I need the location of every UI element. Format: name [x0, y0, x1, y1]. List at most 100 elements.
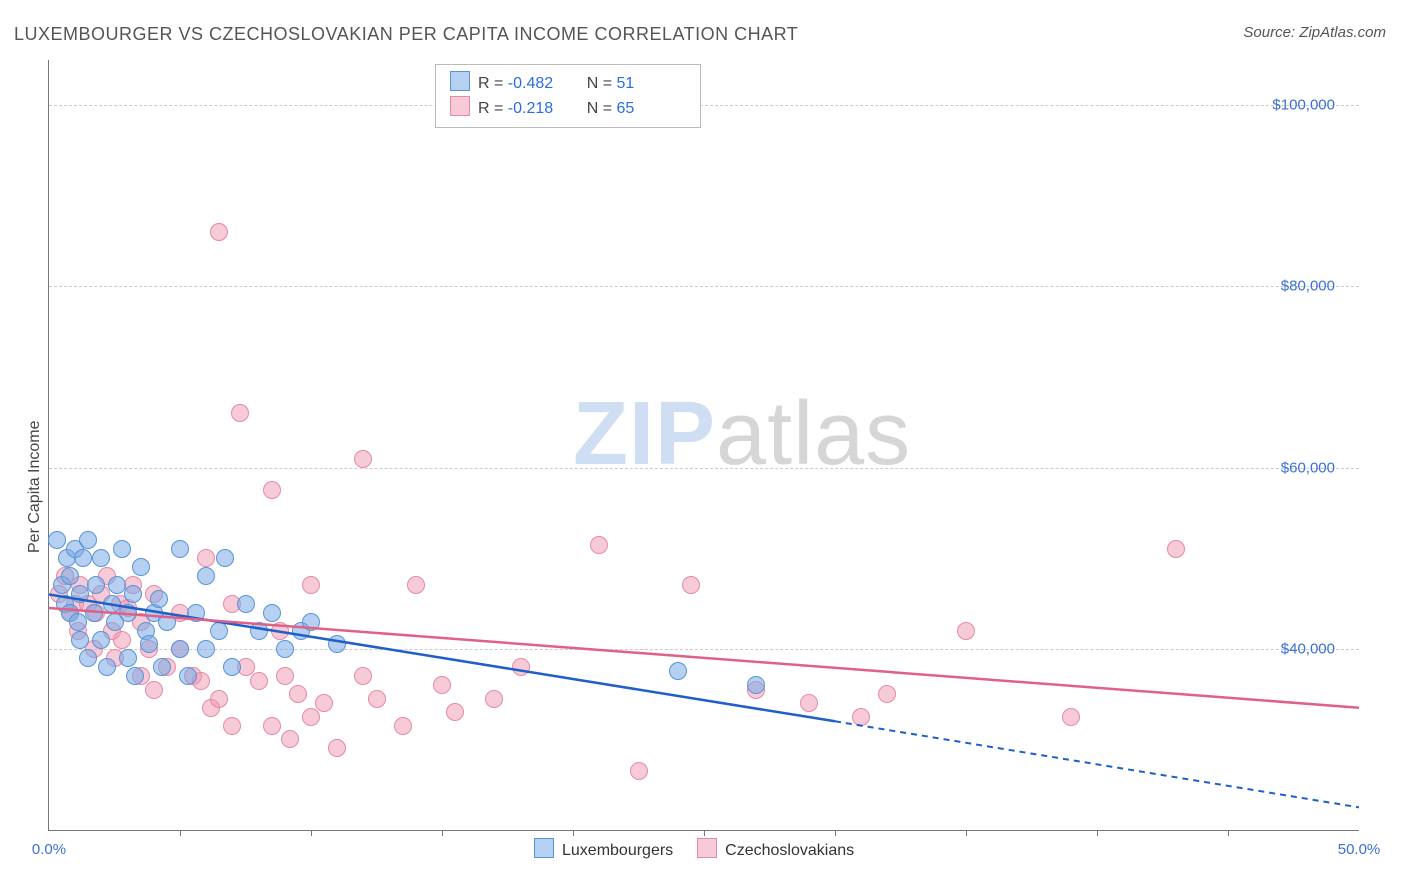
scatter-point [263, 717, 281, 735]
scatter-point [61, 567, 79, 585]
legend-swatch [534, 838, 554, 858]
scatter-point [124, 585, 142, 603]
x-tick-mark [966, 830, 967, 836]
scatter-point [512, 658, 530, 676]
x-min-label: 0.0% [32, 841, 66, 858]
legend-n-label: N = [587, 75, 612, 92]
scatter-point [145, 681, 163, 699]
series-legend-label: Luxembourgers [562, 842, 673, 859]
scatter-point [669, 662, 687, 680]
scatter-point [87, 576, 105, 594]
scatter-point [328, 635, 346, 653]
scatter-point [354, 450, 372, 468]
scatter-point [171, 540, 189, 558]
scatter-point [126, 667, 144, 685]
source-label: Source: ZipAtlas.com [1243, 24, 1386, 41]
scatter-point [85, 604, 103, 622]
scatter-point [74, 549, 92, 567]
scatter-point [747, 676, 765, 694]
x-tick-mark [704, 830, 705, 836]
source-prefix: Source: [1243, 24, 1299, 41]
scatter-point [263, 604, 281, 622]
scatter-point [237, 595, 255, 613]
scatter-point [231, 404, 249, 422]
scatter-point [276, 640, 294, 658]
scatter-point [179, 667, 197, 685]
scatter-point [79, 531, 97, 549]
scatter-point [1167, 540, 1185, 558]
x-tick-mark [573, 830, 574, 836]
scatter-point [187, 604, 205, 622]
scatter-point [354, 667, 372, 685]
y-axis-label: Per Capita Income [26, 420, 44, 553]
scatter-point [302, 576, 320, 594]
source-name: ZipAtlas.com [1299, 24, 1386, 41]
legend-swatch [697, 838, 717, 858]
scatter-point [289, 685, 307, 703]
scatter-point [158, 613, 176, 631]
scatter-point [171, 640, 189, 658]
scatter-point [216, 549, 234, 567]
trend-lines [49, 60, 1359, 830]
scatter-point [223, 717, 241, 735]
y-tick-label: $40,000 [1281, 640, 1335, 657]
legend-r-value: -0.218 [508, 97, 578, 121]
scatter-point [250, 622, 268, 640]
watermark-zip: ZIP [573, 384, 716, 484]
legend-swatch [450, 96, 470, 116]
legend-r-label: R = [478, 75, 503, 92]
x-tick-mark [180, 830, 181, 836]
scatter-point [153, 658, 171, 676]
scatter-point [682, 576, 700, 594]
scatter-point [79, 649, 97, 667]
scatter-point [92, 631, 110, 649]
y-tick-label: $60,000 [1281, 459, 1335, 476]
gridline [49, 468, 1359, 469]
scatter-point [276, 667, 294, 685]
gridline [49, 286, 1359, 287]
scatter-point [263, 481, 281, 499]
scatter-point [315, 694, 333, 712]
scatter-point [957, 622, 975, 640]
y-tick-label: $100,000 [1272, 97, 1335, 114]
gridline [49, 105, 1359, 106]
watermark: ZIPatlas [573, 383, 911, 486]
scatter-point [630, 762, 648, 780]
x-tick-mark [1097, 830, 1098, 836]
scatter-point [407, 576, 425, 594]
series-legend-label: Czechoslovakians [725, 842, 854, 859]
scatter-point [281, 730, 299, 748]
scatter-point [446, 703, 464, 721]
scatter-point [271, 622, 289, 640]
scatter-point [210, 223, 228, 241]
chart-title: LUXEMBOURGER VS CZECHOSLOVAKIAN PER CAPI… [14, 24, 798, 45]
scatter-point [48, 531, 66, 549]
plot-area: $40,000$60,000$80,000$100,000ZIPatlas0.0… [48, 60, 1359, 831]
x-tick-mark [835, 830, 836, 836]
scatter-point [98, 658, 116, 676]
scatter-point [302, 708, 320, 726]
scatter-point [132, 558, 150, 576]
scatter-point [485, 690, 503, 708]
legend-n-label: N = [587, 100, 612, 117]
legend-r-label: R = [478, 100, 503, 117]
scatter-point [113, 631, 131, 649]
correlation-legend-row: R = -0.218 N = 65 [450, 96, 686, 121]
series-legend: Luxembourgers Czechoslovakians [510, 838, 854, 860]
scatter-point [368, 690, 386, 708]
scatter-point [92, 549, 110, 567]
scatter-point [197, 640, 215, 658]
gridline [49, 649, 1359, 650]
scatter-point [197, 567, 215, 585]
trend-line-dashed [835, 721, 1359, 807]
scatter-point [119, 604, 137, 622]
scatter-point [119, 649, 137, 667]
legend-n-value: 65 [616, 97, 686, 121]
scatter-point [590, 536, 608, 554]
scatter-point [302, 613, 320, 631]
scatter-point [223, 658, 241, 676]
legend-swatch [450, 71, 470, 91]
correlation-legend: R = -0.482 N = 51R = -0.218 N = 65 [435, 64, 701, 128]
scatter-point [210, 622, 228, 640]
legend-n-value: 51 [616, 72, 686, 96]
